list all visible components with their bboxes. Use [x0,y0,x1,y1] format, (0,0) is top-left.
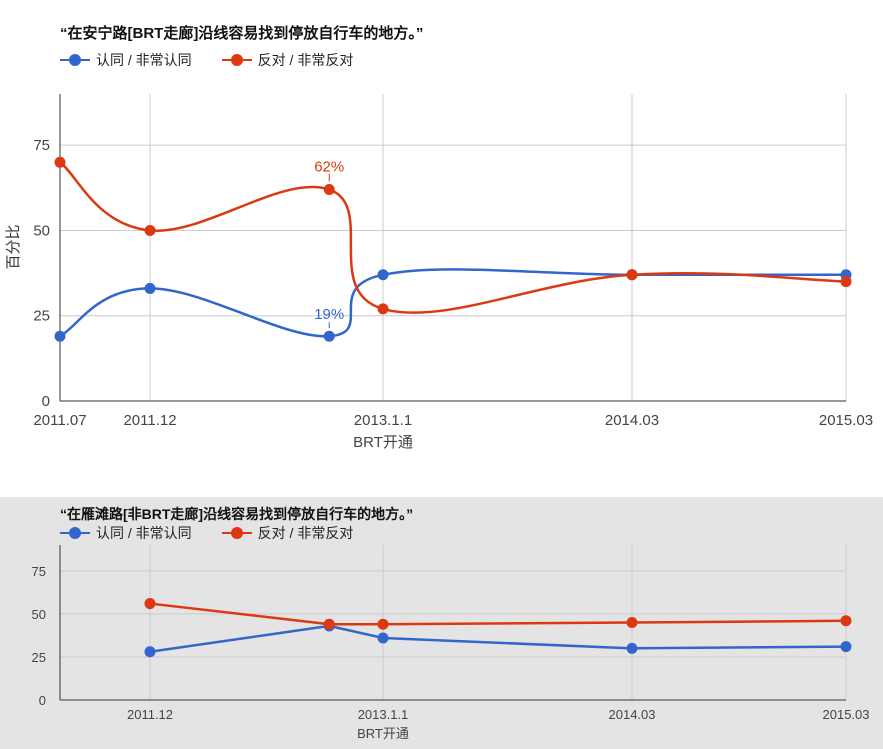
data-point-disagree [144,598,156,610]
y-tick-label: 25 [32,650,46,665]
x-axis-title: BRT开通 [357,726,409,741]
data-point-agree [54,330,66,342]
chart-title: “在安宁路[BRT走廊]沿线容易找到停放自行车的地方。” [60,25,424,42]
data-point-agree [144,282,156,294]
data-point-agree [144,646,156,658]
legend-label-agree: 认同 / 非常认同 [96,52,192,68]
y-tick-label: 50 [33,222,50,239]
y-tick-label: 0 [39,693,46,708]
chart-panel-yantan: “在雁滩路[非BRT走廊]沿线容易找到停放自行车的地方。” 认同 / 非常认同 … [0,497,883,749]
legend-label-disagree: 反对 / 非常反对 [257,525,354,541]
x-tick-label: 2014.03 [609,707,656,722]
data-point-agree [323,330,335,342]
legend-swatch-disagree [221,54,252,66]
legend-item-agree[interactable]: 认同 / 非常认同 [60,50,192,70]
legend-swatch-agree [60,54,90,66]
annotation-label: 19% [314,306,344,323]
line-chart-yantan: 0 25 50 75 2011.12 2013.1.1 2014.03 2015.03 BRT开… [32,545,870,741]
x-tick-label: 2011.12 [123,412,176,429]
x-tick-label: 2015.03 [823,707,870,722]
x-tick-label: 2011.07 [33,412,86,429]
series-line-agree [149,624,847,654]
legend-item-agree[interactable]: 认同 / 非常认同 [60,523,192,543]
data-point-disagree [144,224,156,236]
data-point-disagree [323,618,335,630]
legend-swatch-disagree [221,527,252,539]
data-point-agree [377,269,389,281]
legend-swatch-agree [60,527,90,539]
data-point-disagree [377,303,389,315]
y-tick-label: 0 [42,393,50,410]
legend-label-agree: 认同 / 非常认同 [96,525,192,541]
chart-legend: 认同 / 非常认同 反对 / 非常反对 [60,523,353,543]
y-axis-title: 百分比 [5,224,22,269]
y-tick-label: 75 [33,137,50,154]
legend-label-disagree: 反对 / 非常反对 [257,52,354,68]
data-point-disagree [626,617,638,628]
annotation-label: 62% [314,159,344,176]
data-point-disagree [840,276,852,288]
y-tick-label: 75 [32,564,46,579]
x-tick-label: 2013.1.1 [354,412,412,429]
x-tick-label: 2014.03 [605,412,659,429]
x-tick-label: 2011.12 [127,707,173,722]
data-point-disagree [54,156,66,168]
y-tick-label: 25 [33,308,50,325]
data-point-agree [840,641,852,653]
panel-divider [0,490,883,497]
chart-panel-anning: “在安宁路[BRT走廊]沿线容易找到停放自行车的地方。” 认同 / 非常认同 反… [5,25,874,451]
line-chart-anning: 0 25 50 75 2011.07 2011.12 2013.1.1 2014.03 2015… [5,94,873,451]
data-point-agree [626,642,638,654]
data-point-disagree [840,615,852,627]
series-line-agree [59,268,846,338]
chart-title: “在雁滩路[非BRT走廊]沿线容易找到停放自行车的地方。” [60,506,414,522]
y-tick-label: 50 [32,607,46,622]
data-point-disagree [377,618,389,630]
x-tick-label: 2013.1.1 [358,707,409,722]
series-line-disagree [59,161,847,314]
data-point-agree [377,632,389,644]
x-axis-title: BRT开通 [353,434,413,451]
chart-legend: 认同 / 非常认同 反对 / 非常反对 [60,50,353,70]
legend-item-disagree[interactable]: 反对 / 非常反对 [221,50,354,70]
legend-item-disagree[interactable]: 反对 / 非常反对 [221,523,354,543]
data-point-disagree [626,269,638,281]
x-tick-label: 2015.03 [819,412,873,429]
data-point-disagree [323,184,335,196]
